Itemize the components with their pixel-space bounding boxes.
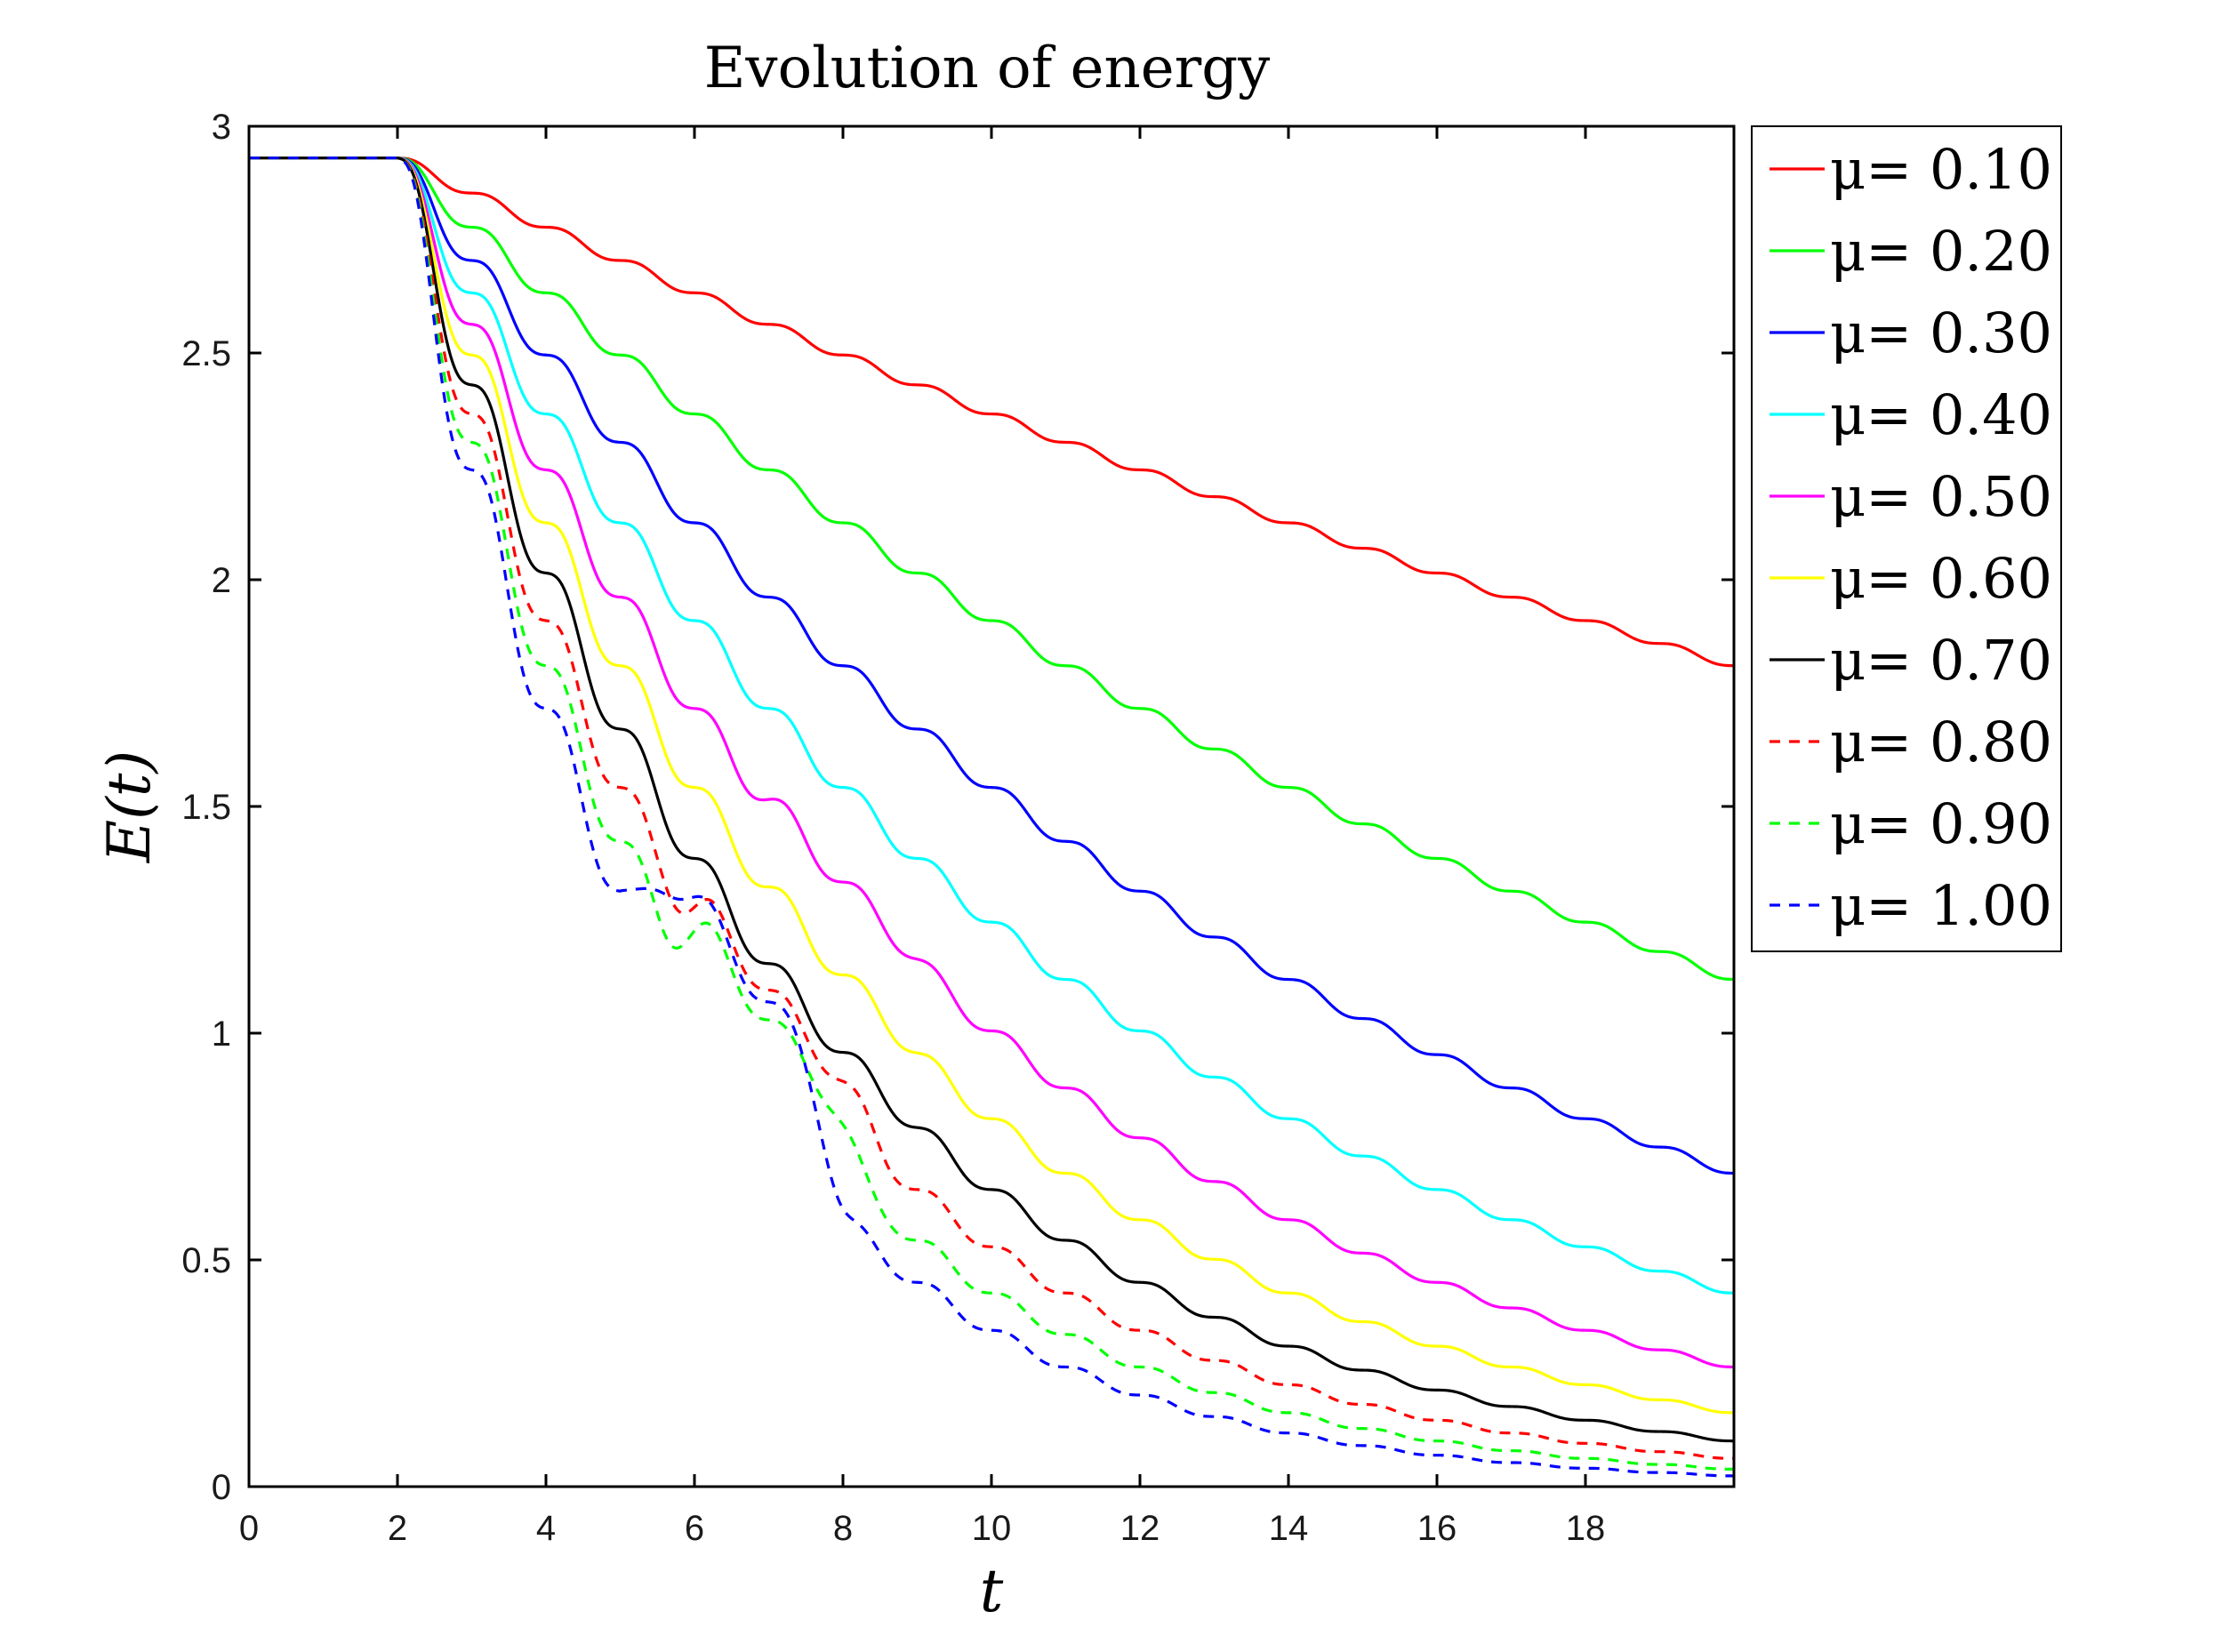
- y-tick-label: 1: [212, 1014, 231, 1054]
- series-line-mu-0-90: [249, 156, 1734, 1471]
- y-tick-label: 2.5: [181, 334, 231, 373]
- ticks-group: 0 2 4 6 8 10 12 14 16 18 0 0.5 1 1.5 2 2.5 3: [181, 108, 1734, 1548]
- legend-label: μ= 0.60: [1830, 546, 2052, 611]
- x-tick-label: 0: [239, 1509, 259, 1548]
- series-line-mu-0-20: [249, 156, 1735, 982]
- x-tick-label: 8: [833, 1509, 853, 1548]
- legend-label: μ= 0.80: [1830, 710, 2052, 774]
- y-axis-label: E(t): [95, 750, 164, 863]
- legend-label: μ= 1.00: [1830, 873, 2052, 938]
- chart-title: Evolution of energy: [704, 36, 1271, 101]
- x-axis-label: t: [980, 1557, 1004, 1625]
- y-tick-label: 0: [212, 1468, 231, 1507]
- series-line-mu-1-00: [249, 156, 1735, 1478]
- x-tick-label: 10: [972, 1509, 1012, 1548]
- legend-label: μ= 0.10: [1830, 137, 2052, 202]
- legend-label: μ= 0.90: [1830, 791, 2052, 856]
- legend-label: μ= 0.50: [1830, 464, 2052, 529]
- series-group: [249, 156, 1735, 1478]
- y-tick-label: 1.5: [181, 788, 231, 827]
- legend-box: [1751, 125, 2062, 952]
- series-line-mu-0-30: [249, 156, 1735, 1175]
- x-tick-label: 4: [536, 1509, 556, 1548]
- x-tick-label: 16: [1417, 1509, 1457, 1548]
- x-tick-label: 6: [685, 1509, 704, 1548]
- x-tick-label: 12: [1120, 1509, 1160, 1548]
- series-line-mu-0-50: [249, 156, 1735, 1369]
- y-axis-label-text: E(t): [95, 750, 164, 863]
- series-line-mu-0-80: [249, 156, 1735, 1460]
- legend-label: μ= 0.70: [1830, 628, 2052, 693]
- x-tick-label: 14: [1269, 1509, 1309, 1548]
- series-line-mu-0-10: [249, 156, 1735, 668]
- legend: μ= 0.10 μ= 0.20 μ= 0.30 μ= 0.40 μ= 0.50 μ= 0.…: [1751, 125, 2062, 952]
- x-tick-label: 2: [388, 1509, 407, 1548]
- y-tick-label: 0.5: [181, 1241, 231, 1280]
- plot-area: 0 2 4 6 8 10 12 14 16 18 0 0.5 1 1.5 2 2.5 3: [181, 108, 1736, 1548]
- series-line-mu-0-70: [249, 156, 1735, 1443]
- series-line-mu-0-60: [249, 156, 1735, 1415]
- series-line-mu-0-40: [249, 156, 1735, 1295]
- legend-label: μ= 0.20: [1830, 219, 2052, 284]
- legend-label: μ= 0.40: [1830, 382, 2052, 447]
- y-tick-label: 3: [212, 108, 231, 147]
- legend-label: μ= 0.30: [1830, 301, 2052, 365]
- y-tick-label: 2: [212, 561, 231, 600]
- x-axis-label-text: t: [980, 1557, 1004, 1625]
- x-tick-label: 18: [1566, 1509, 1606, 1548]
